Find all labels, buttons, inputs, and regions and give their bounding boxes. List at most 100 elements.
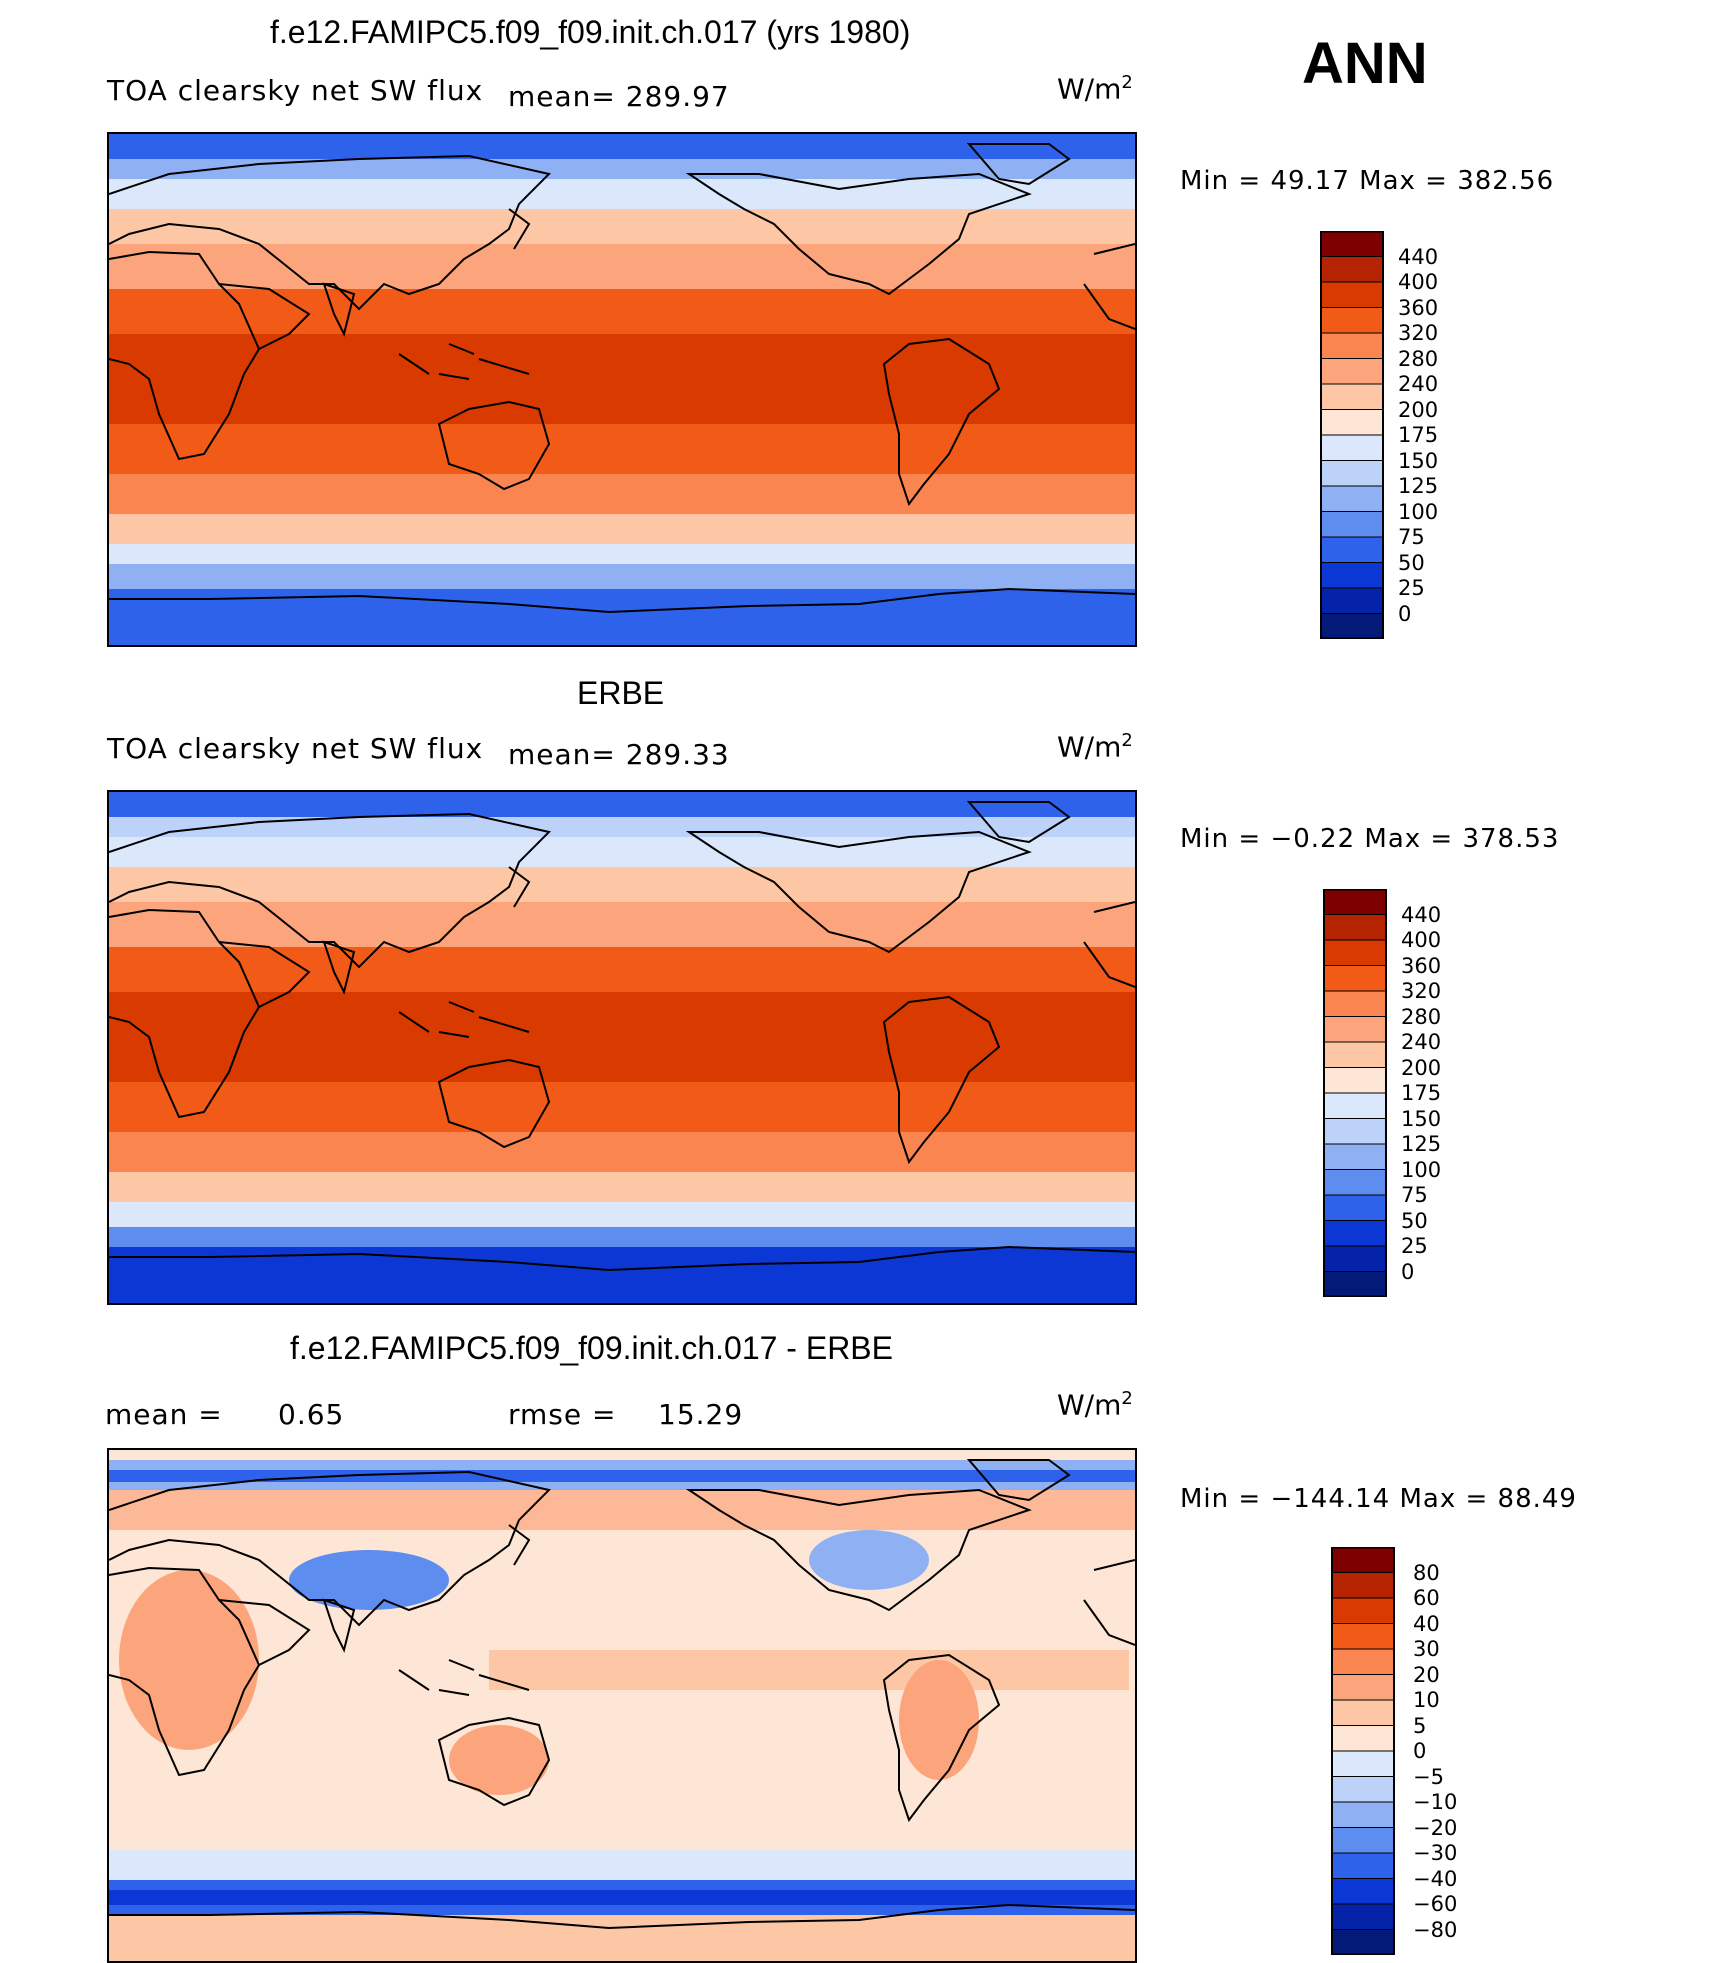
colorbar-tick-label: 360 bbox=[1398, 295, 1439, 320]
panel3-colorbar-swatches bbox=[1331, 1546, 1395, 1956]
colorbar-tick-label: 75 bbox=[1398, 525, 1425, 549]
namerica-outline bbox=[685, 830, 1032, 954]
namerica-outline bbox=[685, 1488, 1032, 1612]
india-outline bbox=[322, 1598, 356, 1653]
panel1-map bbox=[107, 132, 1137, 647]
colorbar-swatch bbox=[1320, 434, 1384, 461]
colorbar-swatch bbox=[1331, 1699, 1395, 1726]
colorbar-tick-label: 30 bbox=[1413, 1637, 1440, 1661]
colorbar-tick-label: −30 bbox=[1413, 1841, 1458, 1865]
colorbar-swatch bbox=[1320, 358, 1384, 385]
colorbar-tick-label: 125 bbox=[1401, 1132, 1442, 1156]
diff-tropic-band bbox=[489, 1650, 1129, 1690]
band-n-mid bbox=[109, 902, 1135, 947]
colorbar-tick-label: −10 bbox=[1413, 1790, 1458, 1814]
diff-africa-pos bbox=[119, 1570, 259, 1750]
panel2-colorbar: 440 400 360 320 280 240 200 175 150 125 100 75 50 25 0 bbox=[1323, 888, 1441, 1302]
colorbar-tick-label: 0 bbox=[1401, 1259, 1415, 1284]
colorbar-tick-label: 5 bbox=[1413, 1713, 1427, 1738]
colorbar-swatch bbox=[1320, 460, 1384, 487]
europe-west-outline bbox=[1083, 901, 1135, 988]
panel3-mean-value: 0.65 bbox=[278, 1398, 345, 1431]
colorbar-swatch bbox=[1331, 1827, 1395, 1854]
colorbar-swatch bbox=[1320, 281, 1384, 308]
colorbar-tick-label: −5 bbox=[1413, 1764, 1444, 1789]
diff-north-band bbox=[109, 1490, 1135, 1530]
australia-outline bbox=[437, 1058, 551, 1149]
colorbar-tick-label: 50 bbox=[1401, 1208, 1428, 1233]
diff-arctic-strong bbox=[109, 1470, 1135, 1482]
colorbar-tick-label: 20 bbox=[1413, 1662, 1440, 1687]
colorbar-swatch bbox=[1320, 256, 1384, 283]
band-n-high bbox=[109, 179, 1135, 209]
colorbar-swatch bbox=[1323, 965, 1387, 992]
colorbar-swatch bbox=[1320, 511, 1384, 538]
arabia-outline bbox=[218, 283, 311, 350]
colorbar-tick-label: 320 bbox=[1401, 979, 1442, 1003]
colorbar-swatch bbox=[1331, 1725, 1395, 1752]
colorbar-swatch bbox=[1331, 1674, 1395, 1701]
band-n-mid bbox=[109, 244, 1135, 289]
samerica-outline bbox=[882, 1653, 1001, 1823]
colorbar-tick-label: 240 bbox=[1398, 372, 1439, 396]
colorbar-swatch bbox=[1320, 485, 1384, 512]
colorbar-swatch bbox=[1323, 1067, 1387, 1094]
india-outline bbox=[322, 282, 356, 337]
colorbar-swatch bbox=[1323, 1245, 1387, 1272]
australia-outline bbox=[437, 400, 551, 491]
diff-samerica-pos bbox=[899, 1660, 979, 1780]
band-s-high bbox=[109, 1202, 1135, 1227]
africa-outline bbox=[109, 908, 261, 1119]
eurasia-outline bbox=[109, 154, 551, 311]
coastlines bbox=[109, 801, 1135, 1272]
colorbar-swatch bbox=[1323, 1169, 1387, 1196]
arabia-outline bbox=[218, 1599, 311, 1666]
antarctica-outline bbox=[109, 1245, 1135, 1272]
band-s-subtropic bbox=[109, 1082, 1135, 1132]
panel2-title: ERBE bbox=[577, 675, 665, 711]
band-s-ice bbox=[109, 564, 1135, 589]
coastlines bbox=[109, 143, 1135, 614]
colorbar-swatch bbox=[1323, 1143, 1387, 1170]
antarctica-outline bbox=[109, 1903, 1135, 1930]
colorbar-swatch bbox=[1331, 1750, 1395, 1777]
colorbar-tick-label: 25 bbox=[1398, 576, 1425, 600]
panel1-minmax: Min = 49.17 Max = 382.56 bbox=[1180, 166, 1555, 196]
colorbar-tick-label: 10 bbox=[1413, 1688, 1440, 1712]
colorbar-tick-label: 280 bbox=[1401, 1004, 1442, 1029]
colorbar-swatch bbox=[1331, 1878, 1395, 1905]
panel1-title: f.e12.FAMIPC5.f09_f09.init.ch.017 (yrs 1… bbox=[270, 14, 911, 50]
colorbar-swatch bbox=[1320, 332, 1384, 359]
colorbar-tick-label: 150 bbox=[1401, 1106, 1442, 1131]
colorbar-swatch bbox=[1331, 1648, 1395, 1675]
colorbar-swatch bbox=[1331, 1597, 1395, 1624]
band-s-sub bbox=[109, 1172, 1135, 1202]
colorbar-border bbox=[1323, 888, 1387, 1298]
colorbar-tick-label: 200 bbox=[1398, 397, 1439, 422]
greenland-outline bbox=[966, 1459, 1071, 1502]
india-outline bbox=[322, 940, 356, 995]
panel2-subtitle: TOA clearsky net SW flux bbox=[107, 732, 484, 765]
colorbar-swatch bbox=[1331, 1776, 1395, 1803]
colorbar-swatch bbox=[1331, 1801, 1395, 1828]
colorbar-swatch bbox=[1331, 1546, 1395, 1573]
colorbar-swatch bbox=[1323, 939, 1387, 966]
colorbar-tick-label: 60 bbox=[1413, 1586, 1440, 1610]
season-label: ANN bbox=[1302, 31, 1428, 96]
panel1-mean: mean= 289.97 bbox=[508, 80, 730, 113]
namerica-outline bbox=[685, 172, 1032, 296]
colorbar-swatch bbox=[1323, 1092, 1387, 1119]
colorbar-tick-label: 320 bbox=[1398, 321, 1439, 345]
colorbar-tick-label: 75 bbox=[1401, 1183, 1428, 1207]
panel2-units: W/m2 bbox=[1057, 730, 1133, 764]
africa-outline bbox=[109, 1566, 261, 1777]
arabia-outline bbox=[218, 941, 311, 1008]
colorbar-swatch bbox=[1331, 1852, 1395, 1879]
diff-southern-strong bbox=[109, 1890, 1135, 1905]
colorbar-tick-label: −80 bbox=[1413, 1917, 1458, 1942]
panel2-map bbox=[107, 790, 1137, 1305]
band-arctic-edge bbox=[109, 159, 1135, 179]
panel1-colorbar-swatches bbox=[1320, 230, 1384, 640]
indonesia-outline bbox=[398, 1001, 530, 1038]
colorbar-swatch bbox=[1320, 307, 1384, 334]
